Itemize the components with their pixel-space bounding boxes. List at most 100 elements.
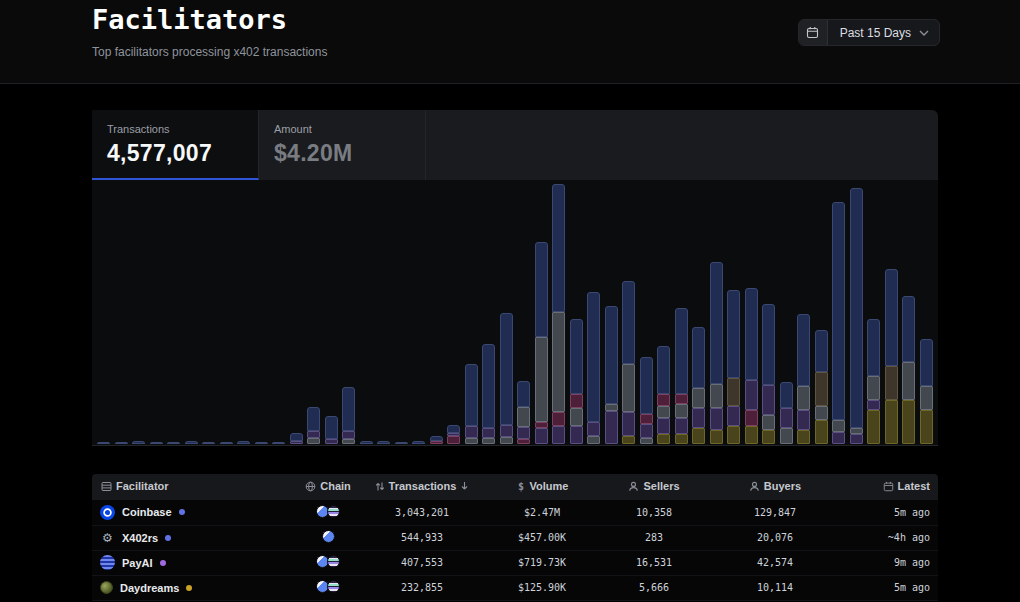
status-dot	[186, 585, 192, 591]
bar-segment-blue	[377, 441, 390, 444]
chart-bar[interactable]	[745, 288, 758, 444]
date-range-picker[interactable]: Past 15 Days	[798, 19, 940, 46]
chart-bar[interactable]	[850, 188, 863, 444]
bar-segment-blue	[447, 425, 460, 433]
chart-bar[interactable]	[675, 308, 688, 444]
facilitators-table: FacilitatorChainTransactions$VolumeSelle…	[92, 474, 938, 601]
chart-bar[interactable]	[377, 441, 390, 444]
table-row-x402rs[interactable]: ⚙X402rs544,933$457.00K28320,076~4h ago	[92, 525, 938, 550]
chart-bar[interactable]	[535, 242, 548, 444]
chart-bar[interactable]	[132, 441, 145, 444]
table-header: FacilitatorChainTransactions$VolumeSelle…	[92, 474, 938, 500]
buyers-value: 10,114	[694, 575, 856, 600]
chart-bar[interactable]	[500, 313, 513, 444]
chart-bar[interactable]	[115, 442, 128, 444]
bar-segment-purple	[832, 432, 845, 444]
bar-segment-gray	[622, 364, 635, 412]
chart-bar[interactable]	[465, 364, 478, 444]
column-header-volume[interactable]: $Volume	[470, 474, 614, 500]
chain-icons	[322, 530, 335, 543]
chart-bar[interactable]	[220, 442, 233, 444]
chart-bar[interactable]	[587, 292, 600, 444]
chart-bar[interactable]	[815, 330, 828, 444]
bar-segment-gray	[657, 406, 670, 418]
chart-bar[interactable]	[657, 346, 670, 444]
chart-bar[interactable]	[570, 319, 583, 444]
chart-bar[interactable]	[360, 441, 373, 444]
chart-bar[interactable]	[202, 442, 215, 444]
bar-segment-blue	[535, 242, 548, 337]
chart-bar[interactable]	[307, 407, 320, 444]
chart-bar[interactable]	[237, 441, 250, 444]
bar-segment-gray	[762, 415, 775, 430]
chart-bar[interactable]	[97, 442, 110, 444]
bar-segment-blue	[395, 442, 408, 444]
tab-amount[interactable]: Amount $4.20M	[259, 110, 426, 180]
chart-bar[interactable]	[167, 442, 180, 444]
chart-bar[interactable]	[412, 441, 425, 444]
chart-bar[interactable]	[920, 339, 933, 444]
chart-bar[interactable]	[902, 296, 915, 444]
chain-solana-icon	[327, 555, 340, 568]
bar-segment-gray	[797, 386, 810, 410]
chart-bar[interactable]	[780, 382, 793, 444]
chart-bar[interactable]	[290, 433, 303, 444]
chart-bar[interactable]	[727, 290, 740, 444]
bar-segment-blue	[150, 442, 163, 444]
chart-bar[interactable]	[272, 442, 285, 444]
chart-bar[interactable]	[832, 202, 845, 444]
chart-bar[interactable]	[710, 262, 723, 444]
chart-bar[interactable]	[150, 442, 163, 444]
column-header-facilitator[interactable]: Facilitator	[92, 474, 282, 500]
chart-bar[interactable]	[622, 281, 635, 444]
volume-value: $125.90K	[470, 575, 614, 600]
column-header-buyers[interactable]: Buyers	[694, 474, 856, 500]
bar-segment-blue	[465, 364, 478, 426]
table-row-payai[interactable]: PayAI407,553$719.73K16,53142,5749m ago	[92, 550, 938, 575]
bar-segment-gray	[342, 439, 355, 444]
bar-segment-blue	[622, 281, 635, 364]
bar-segment-purple	[587, 422, 600, 436]
table-row-coinbase[interactable]: Coinbase3,043,201$2.47M10,358129,8475m a…	[92, 500, 938, 525]
bar-segment-blue	[342, 387, 355, 431]
chart-bar[interactable]	[447, 425, 460, 444]
chart-bar[interactable]	[867, 319, 880, 444]
tab-transactions[interactable]: Transactions 4,577,007	[92, 110, 259, 180]
bar-segment-purple	[867, 400, 880, 410]
bar-segment-olive	[745, 426, 758, 444]
chart-bar[interactable]	[517, 381, 530, 444]
calendar-icon	[799, 20, 828, 45]
chart-bar[interactable]	[797, 314, 810, 444]
bar-segment-blue	[920, 339, 933, 386]
table-row-daydreams[interactable]: Daydreams232,855$125.90K5,66610,1145m ag…	[92, 575, 938, 600]
chart-bar[interactable]	[762, 304, 775, 444]
chart-bar[interactable]	[430, 436, 443, 444]
bar-segment-blue	[255, 442, 268, 444]
bar-segment-blue	[885, 269, 898, 366]
column-header-latest[interactable]: Latest	[856, 474, 938, 500]
column-header-transactions[interactable]: Transactions	[374, 474, 470, 500]
bar-segment-purple	[342, 431, 355, 439]
bar-segment-blue	[780, 382, 793, 408]
chart-bar[interactable]	[692, 327, 705, 444]
chart-bar[interactable]	[342, 387, 355, 444]
chart-bar[interactable]	[640, 357, 653, 444]
chart-bar[interactable]	[395, 442, 408, 444]
chart-bar[interactable]	[185, 441, 198, 444]
chart-bar[interactable]	[605, 306, 618, 444]
chart-bar[interactable]	[482, 344, 495, 444]
status-dot	[179, 509, 185, 515]
column-header-sellers[interactable]: Sellers	[614, 474, 694, 500]
bar-segment-purple	[535, 428, 548, 444]
chain-icons	[316, 580, 340, 593]
column-header-chain[interactable]: Chain	[282, 474, 374, 500]
chart-bar[interactable]	[885, 269, 898, 444]
bar-segment-gray	[640, 438, 653, 444]
chart-bar[interactable]	[255, 442, 268, 444]
chart-bar[interactable]	[552, 184, 565, 444]
bar-segment-blue	[202, 442, 215, 444]
chart-bar[interactable]	[325, 416, 338, 444]
bar-segment-olive	[867, 410, 880, 444]
bar-segment-gray	[482, 438, 495, 444]
volume-value: $2.47M	[470, 500, 614, 525]
